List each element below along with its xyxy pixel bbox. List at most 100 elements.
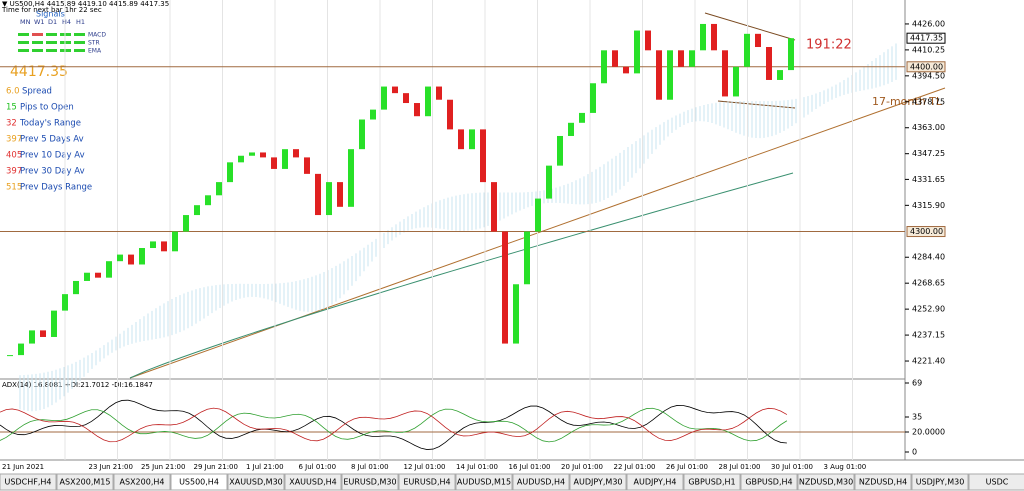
tab-label[interactable]: USDCHF,H4 xyxy=(5,478,52,487)
tab[interactable] xyxy=(968,473,1024,491)
tab-label[interactable]: AUDJPY,M30 xyxy=(573,478,622,487)
info-value: 397 xyxy=(6,135,22,145)
signal-indicator: STR xyxy=(88,40,100,47)
tab[interactable] xyxy=(398,473,456,491)
x-tick-label: 26 Jul 01:00 xyxy=(666,463,708,471)
tab-label[interactable]: AUDUSD,M15 xyxy=(457,478,511,487)
candle xyxy=(469,129,475,150)
countdown: 191:22 xyxy=(806,38,852,53)
info-value: 15 xyxy=(6,103,17,113)
tab[interactable] xyxy=(683,473,741,491)
tab-label[interactable]: EURUSD,M30 xyxy=(343,478,396,487)
tab[interactable] xyxy=(740,473,798,491)
x-tick-label: 20 Jul 01:00 xyxy=(561,463,603,471)
candle xyxy=(249,152,255,156)
candle xyxy=(370,109,376,120)
tab-label[interactable]: ASX200,M15 xyxy=(60,478,111,487)
tab[interactable] xyxy=(569,473,627,491)
tab-label[interactable]: EURUSD,H4 xyxy=(403,478,450,487)
tab[interactable] xyxy=(0,473,57,491)
tab-label[interactable]: NZDUSD,M30 xyxy=(799,478,853,487)
tab-label[interactable]: ASX200,H4 xyxy=(120,478,165,487)
x-tick-label: 29 Jun 21:00 xyxy=(194,463,238,471)
signal-dot xyxy=(74,33,85,36)
tab-label[interactable]: NZDUSD,H4 xyxy=(859,478,907,487)
y-tick-label: 4252.90 xyxy=(912,305,945,314)
info-label: Today's Range xyxy=(19,119,81,129)
tab[interactable] xyxy=(284,473,342,491)
y-tick-label: 4410.25 xyxy=(912,45,945,54)
tab[interactable] xyxy=(626,473,684,491)
candle xyxy=(194,205,200,216)
candle xyxy=(568,122,574,136)
candle xyxy=(766,47,772,80)
tab[interactable] xyxy=(854,473,912,491)
tab-label[interactable]: GBPUSD,H4 xyxy=(745,478,792,487)
candle xyxy=(634,30,640,74)
signal-dot xyxy=(46,41,57,44)
candle xyxy=(271,157,277,169)
moving-average xyxy=(129,172,794,379)
price-box xyxy=(906,32,946,44)
tab-label[interactable]: US500,H4 xyxy=(179,478,219,487)
candle xyxy=(161,241,167,252)
signal-timeframe: D1 xyxy=(48,18,57,26)
tab-label[interactable]: USDC xyxy=(986,478,1009,487)
candle xyxy=(326,182,332,216)
tab-label[interactable]: XAUUSD,H4 xyxy=(289,478,337,487)
signal-timeframe: H1 xyxy=(76,18,85,26)
candle xyxy=(436,86,442,100)
y-tick-label: 20.0000 xyxy=(912,428,945,437)
signal-indicator: EMA xyxy=(88,48,102,55)
signal-dot xyxy=(18,41,29,44)
tab-label[interactable]: GBPUSD,H1 xyxy=(688,478,735,487)
candle xyxy=(359,119,365,150)
candle xyxy=(480,129,486,183)
candle xyxy=(733,66,739,97)
signal-dot xyxy=(18,33,29,36)
candle xyxy=(392,86,398,94)
candle xyxy=(304,157,310,174)
signals-title: Signals xyxy=(36,10,65,19)
tab[interactable] xyxy=(455,473,513,491)
adx-line xyxy=(0,399,787,450)
candle xyxy=(18,343,24,356)
x-tick-label: 22 Jul 01:00 xyxy=(614,463,656,471)
tab[interactable] xyxy=(113,473,171,491)
tab-label[interactable]: AUDUSD,H4 xyxy=(517,478,565,487)
candle xyxy=(579,112,585,123)
candle xyxy=(128,254,134,265)
tab[interactable] xyxy=(227,473,285,491)
candle xyxy=(491,182,497,232)
tab[interactable] xyxy=(911,473,969,491)
candle xyxy=(711,23,717,51)
candle xyxy=(623,66,629,74)
tab[interactable] xyxy=(797,473,855,491)
y-tick-label: 35 xyxy=(912,413,922,422)
candle xyxy=(139,248,145,265)
candle xyxy=(788,38,794,71)
x-tick-label: 12 Jul 01:00 xyxy=(404,463,446,471)
tab[interactable] xyxy=(341,473,399,491)
price-label: 4417.35 xyxy=(910,34,943,43)
adx-title: ADX(14) 16.8081 +DI:21.7012 -DI:16.1847 xyxy=(2,381,153,389)
x-tick-label: 30 Jul 01:00 xyxy=(771,463,813,471)
tab-label[interactable]: USDJPY,M30 xyxy=(916,478,965,487)
level-label: 4300.00 xyxy=(910,227,943,236)
tab-label[interactable]: AUDJPY,H4 xyxy=(633,478,676,487)
level-label: 4400.00 xyxy=(910,62,943,71)
y-tick-label: 69 xyxy=(912,379,922,388)
info-label: Spread xyxy=(22,87,52,97)
tab[interactable] xyxy=(56,473,114,491)
tab[interactable] xyxy=(512,473,570,491)
info-value: 405 xyxy=(6,151,22,161)
tab-label[interactable]: XAUUSD,M30 xyxy=(229,478,283,487)
tab[interactable] xyxy=(170,473,228,491)
info-label: Prev 30 Day Av xyxy=(20,167,85,177)
candle xyxy=(150,241,156,249)
x-tick-label: 3 Aug 01:00 xyxy=(824,463,867,471)
candle xyxy=(722,50,728,97)
